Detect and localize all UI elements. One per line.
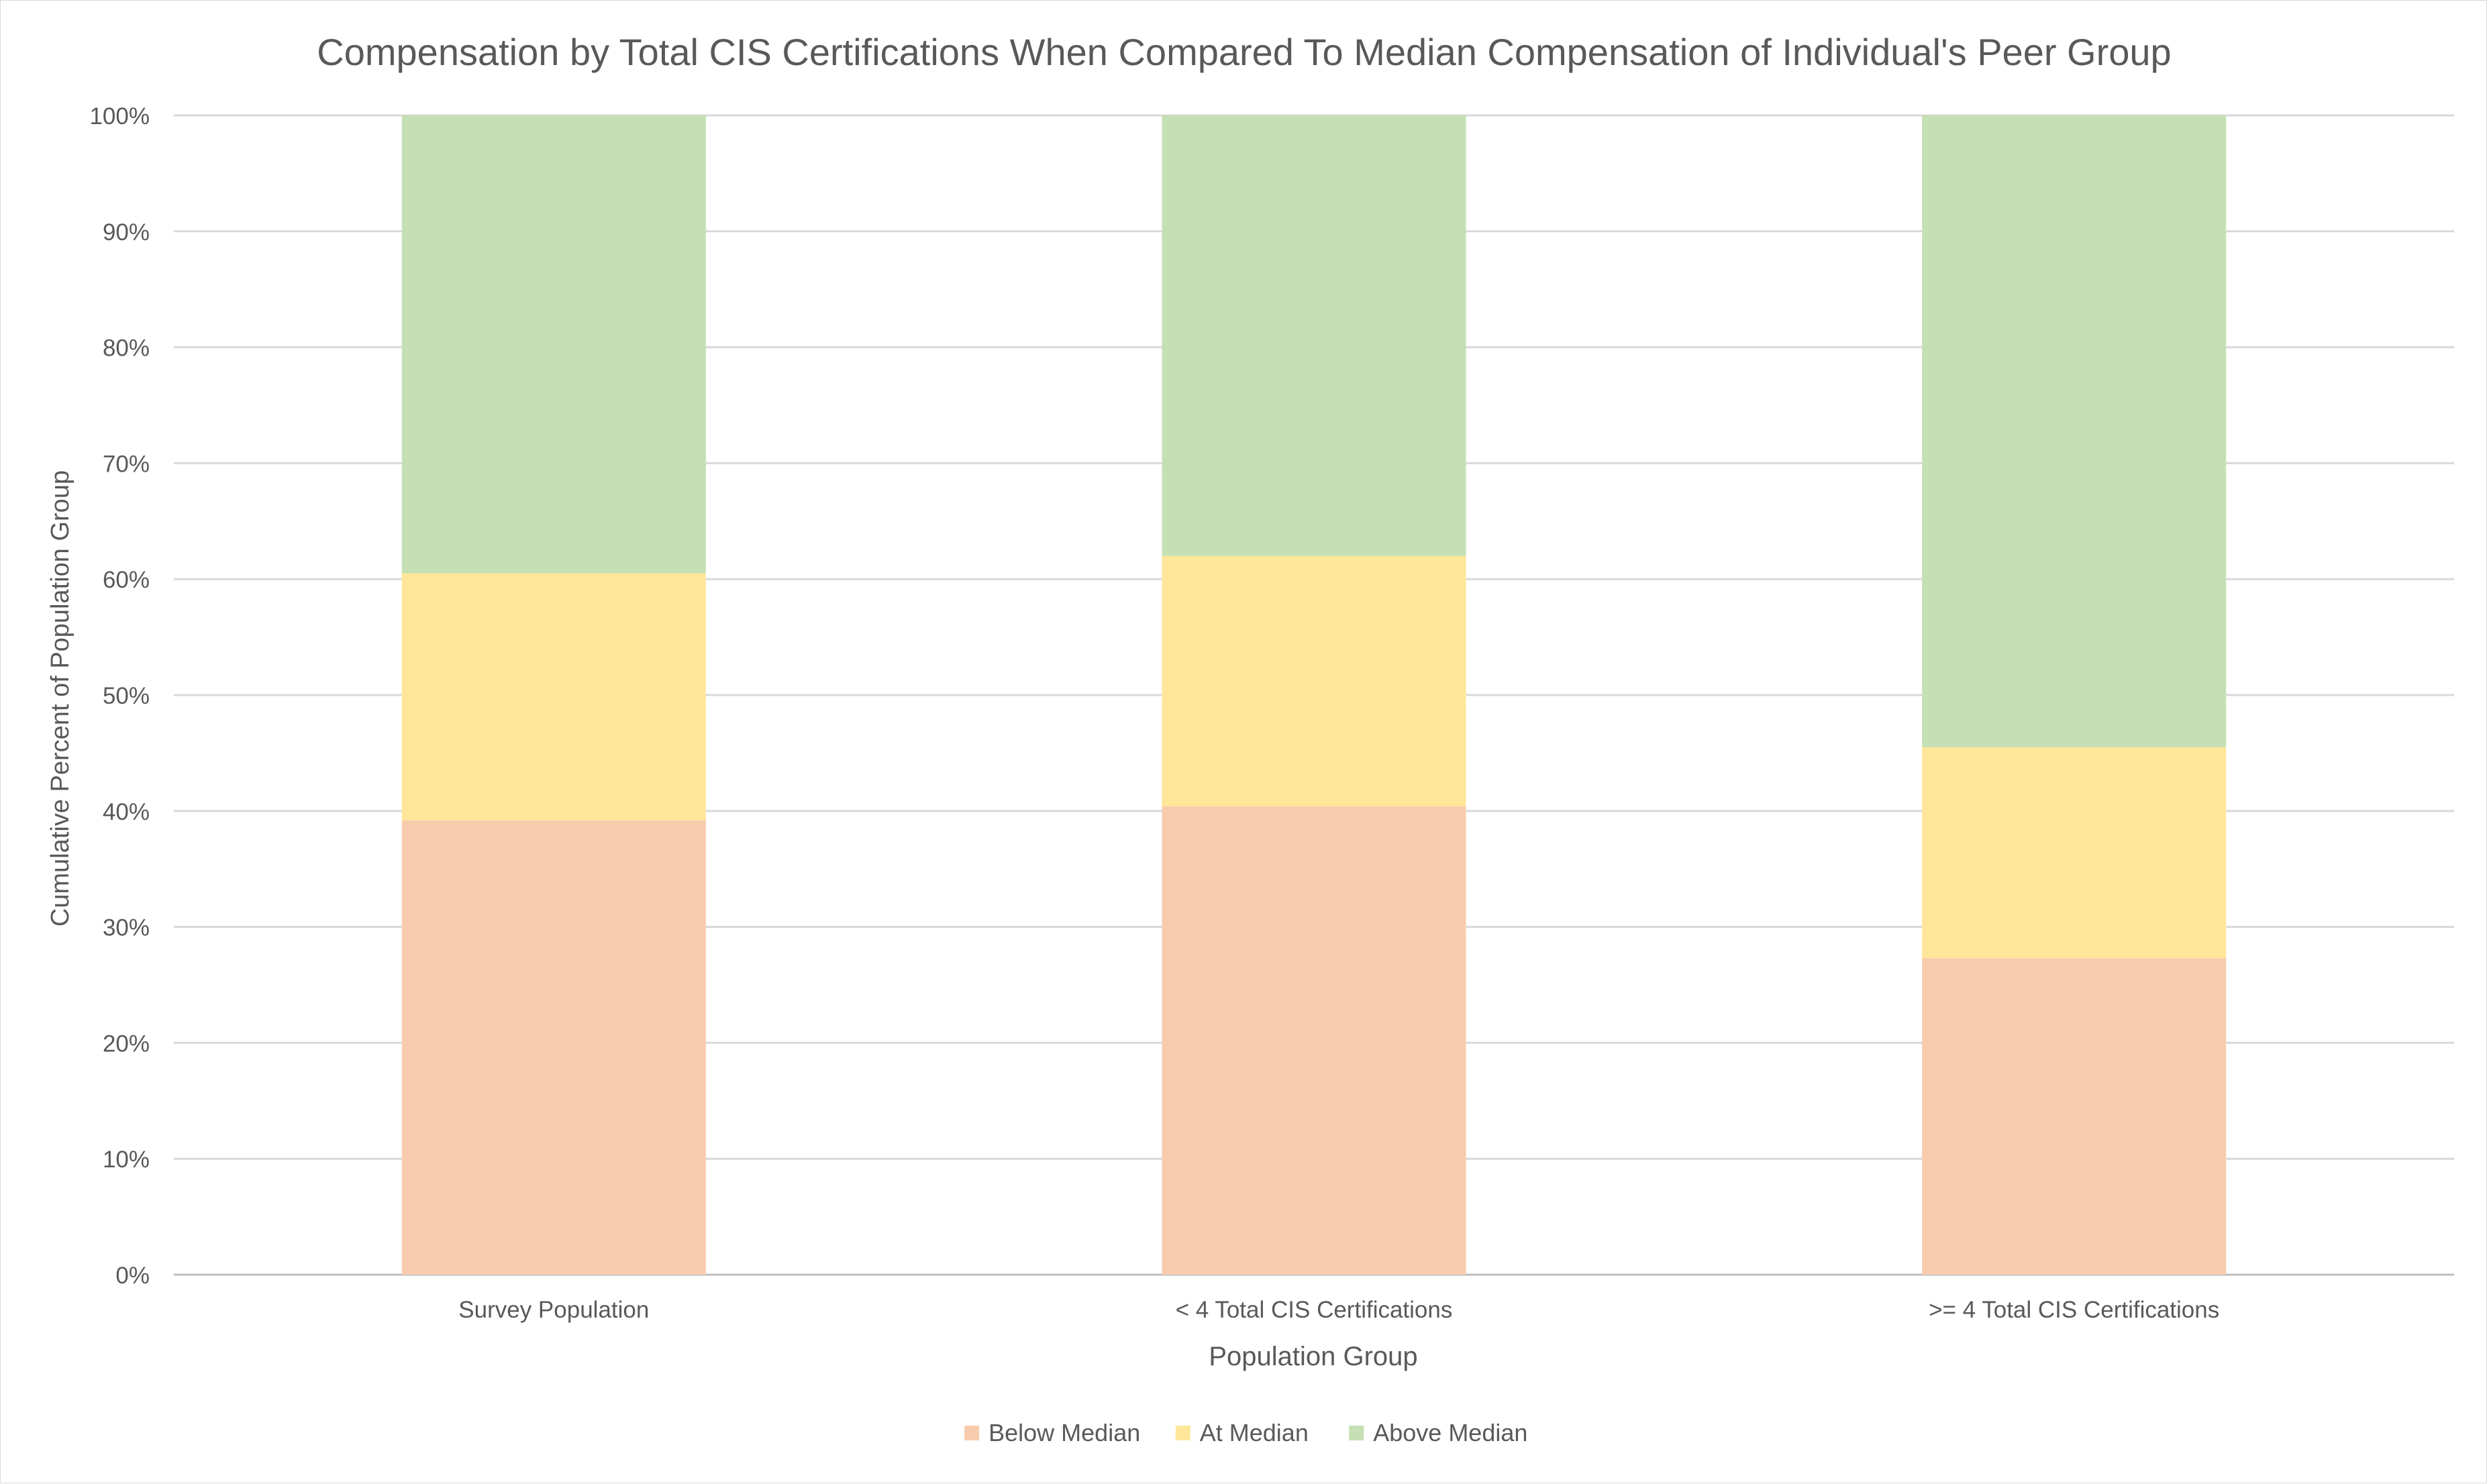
- y-tick-label: 40%: [103, 799, 150, 825]
- y-tick-label: 20%: [103, 1030, 150, 1057]
- bar-at-median-3: [1922, 747, 2227, 959]
- legend-swatch: [1175, 1426, 1190, 1440]
- legend-swatch: [1349, 1426, 1364, 1440]
- y-axis-label: Cumulative Percent of Population Group: [46, 470, 74, 926]
- axis-layer: 0% 10% 20% 30% 40% 50% 60% 70% 80% 90% 100% Survey …: [89, 103, 2219, 1323]
- legend-item-above-median: Above Median: [1349, 1419, 1527, 1446]
- legend-item-below-median: Below Median: [964, 1419, 1140, 1446]
- x-tick-label: < 4 Total CIS Certifications: [1176, 1297, 1453, 1323]
- bar-at-median-2: [1162, 555, 1466, 806]
- bar-below-median-2: [1162, 806, 1466, 1275]
- bar-above-median-1: [401, 115, 706, 574]
- y-tick-label: 30%: [103, 915, 150, 941]
- y-tick-label: 0%: [115, 1263, 150, 1289]
- y-tick-label: 50%: [103, 683, 150, 709]
- bar-below-median-1: [401, 820, 706, 1275]
- legend: Below Median At Median Above Median: [964, 1419, 1527, 1446]
- y-tick-label: 80%: [103, 335, 150, 362]
- chart-title: Compensation by Total CIS Certifications…: [317, 31, 2171, 73]
- y-tick-label: 100%: [89, 103, 150, 129]
- bar-above-median-2: [1162, 115, 1466, 556]
- x-tick-label: >= 4 Total CIS Certifications: [1929, 1297, 2219, 1323]
- legend-label: Below Median: [988, 1419, 1140, 1446]
- legend-label: At Median: [1200, 1419, 1309, 1446]
- bar-layer: [401, 115, 2227, 1275]
- x-axis-label: Population Group: [1209, 1342, 1417, 1371]
- bar-above-median-3: [1922, 115, 2227, 747]
- x-tick-label: Survey Population: [458, 1297, 649, 1323]
- bar-below-median-3: [1922, 958, 2227, 1275]
- y-tick-label: 60%: [103, 567, 150, 593]
- y-tick-label: 10%: [103, 1147, 150, 1173]
- y-tick-label: 90%: [103, 219, 150, 246]
- bar-at-median-1: [401, 573, 706, 820]
- legend-label: Above Median: [1373, 1419, 1527, 1446]
- y-tick-label: 70%: [103, 451, 150, 477]
- legend-swatch: [964, 1426, 980, 1440]
- legend-item-at-median: At Median: [1175, 1419, 1309, 1446]
